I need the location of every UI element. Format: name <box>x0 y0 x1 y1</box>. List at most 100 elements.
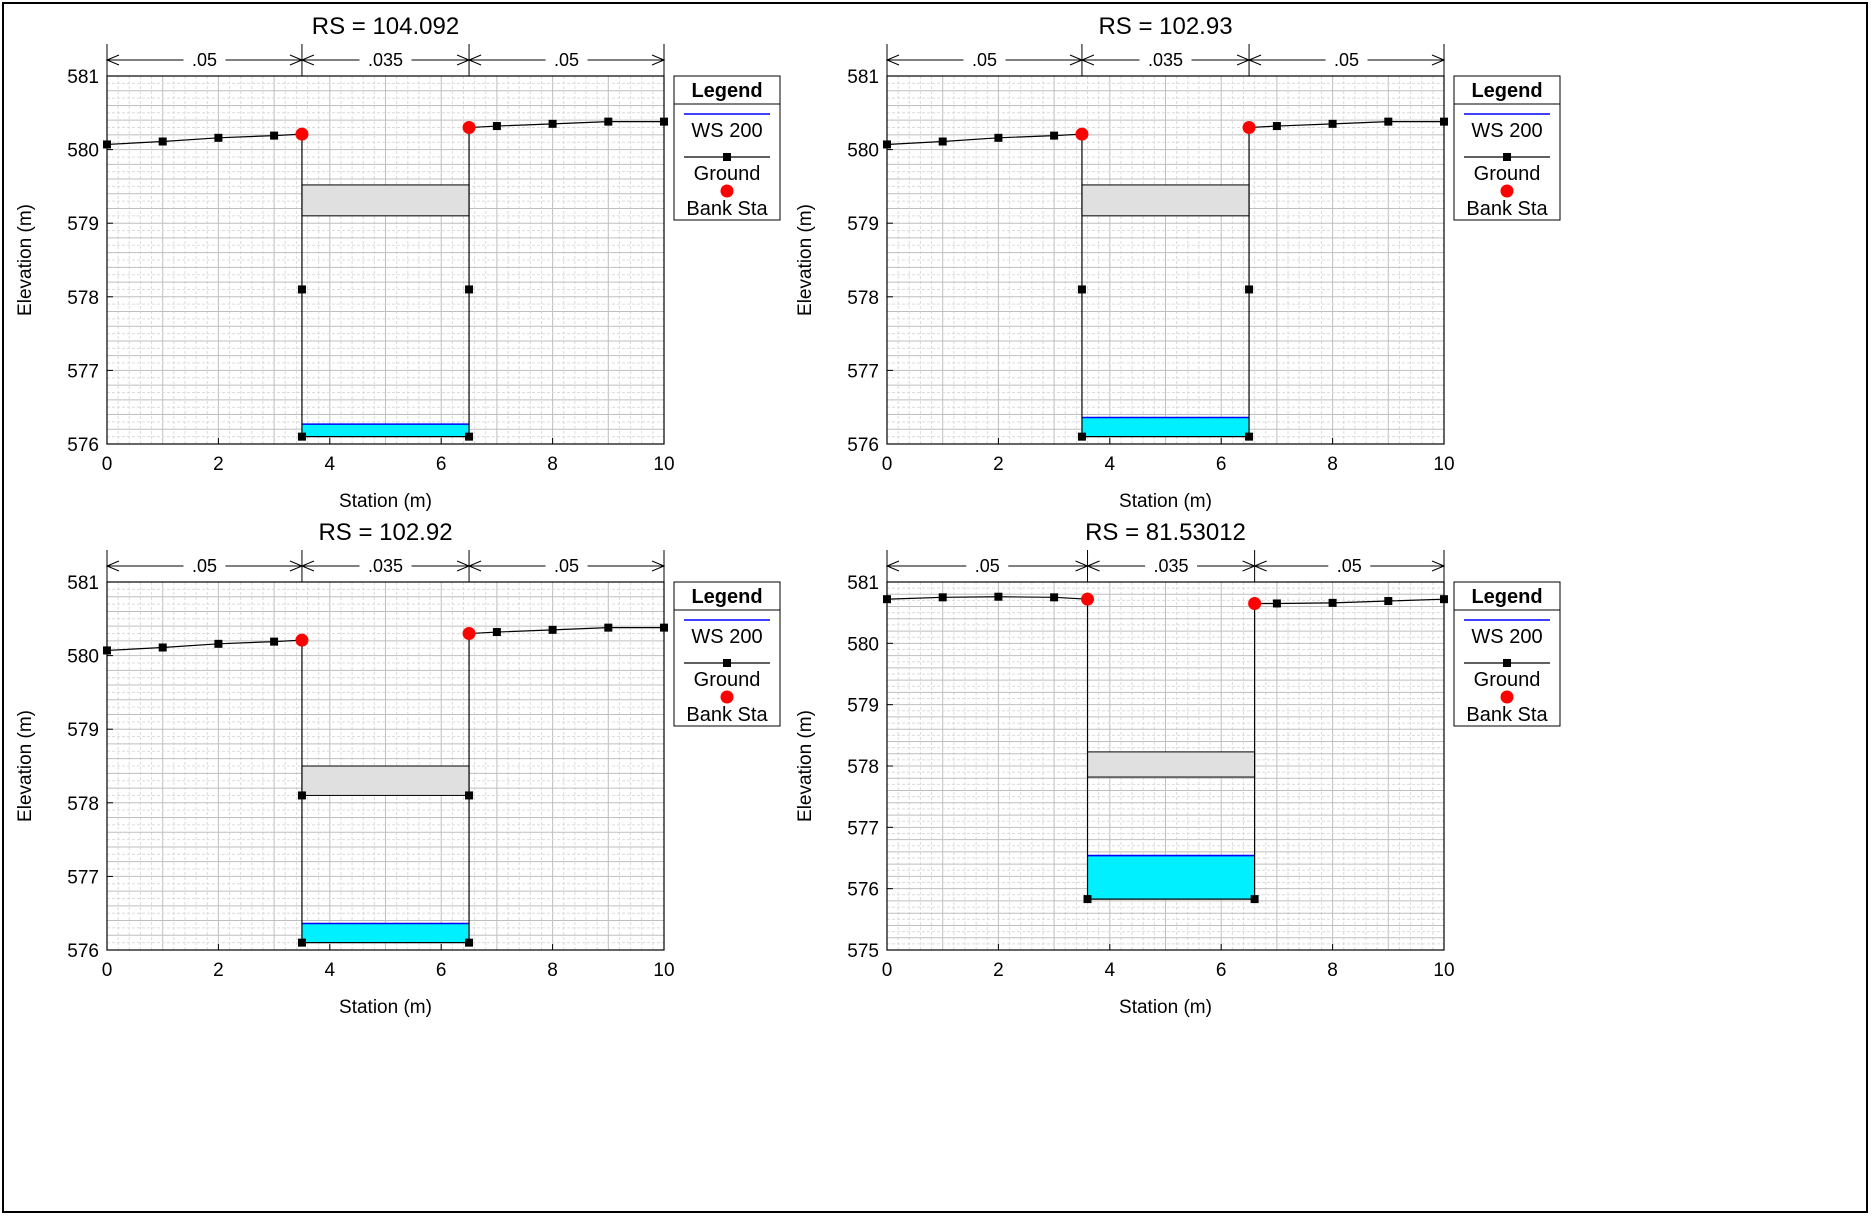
ground-point <box>548 119 557 128</box>
legend-swatch-ground-marker <box>723 153 731 161</box>
y-tick-label: 577 <box>847 818 879 839</box>
ground-point <box>1272 122 1281 131</box>
y-tick-label: 581 <box>847 573 879 594</box>
mannings-n-bar: .05 .035 .05 <box>885 44 1446 76</box>
y-tick-label: 576 <box>67 435 99 456</box>
ground-point <box>1050 593 1059 602</box>
y-axis-label: Elevation (m) <box>15 710 36 822</box>
ground-point <box>103 140 111 149</box>
plot-area <box>886 75 1445 445</box>
chart-panel-1: RS = 104.092 .05 .035 .05 0 2 4 6 8 10 576 577 578 57… <box>15 13 781 512</box>
chart-panel-3: RS = 102.92 .05 .035 .05 0 2 4 6 8 10 576 577 578 579… <box>15 519 781 1018</box>
chart-title: RS = 102.93 <box>1098 13 1232 40</box>
ground-point <box>1440 595 1448 604</box>
x-axis-label: Station (m) <box>339 997 432 1018</box>
y-tick-label: 581 <box>67 573 99 594</box>
mannings-n-label: .05 <box>1334 50 1359 70</box>
mannings-n-label: .05 <box>1337 556 1362 576</box>
x-tick-label: 10 <box>653 960 674 981</box>
mannings-n-label: .035 <box>368 50 403 70</box>
x-tick-label: 8 <box>547 960 558 981</box>
y-tick-label: 579 <box>847 214 879 235</box>
bank-station-point <box>462 627 476 641</box>
legend-title: Legend <box>1471 80 1542 102</box>
x-tick-label: 4 <box>1105 454 1116 475</box>
legend-title: Legend <box>691 80 762 102</box>
x-tick-label: 6 <box>1216 454 1227 475</box>
y-tick-label: 580 <box>847 141 879 162</box>
ground-point <box>1272 599 1281 608</box>
y-axis-label: Elevation (m) <box>795 204 816 316</box>
y-tick-label: 577 <box>67 867 99 888</box>
ground-point <box>214 133 223 142</box>
grid <box>106 581 665 951</box>
y-tick-label: 580 <box>67 647 99 668</box>
legend-swatch-bank-station <box>720 690 734 704</box>
ground-point <box>270 131 279 140</box>
ground-point <box>1077 285 1086 294</box>
x-tick-label: 8 <box>1327 960 1338 981</box>
legend-swatch-ground-marker <box>1503 659 1511 667</box>
ground-point <box>492 628 501 637</box>
y-tick-label: 578 <box>847 757 879 778</box>
y-tick-label: 579 <box>847 696 879 717</box>
x-tick-label: 0 <box>102 454 113 475</box>
mannings-n-bar: .05 .035 .05 <box>885 550 1446 582</box>
legend-title: Legend <box>1471 586 1542 608</box>
ground-point <box>297 432 306 441</box>
legend: Legend WS 200 Ground Bank Sta <box>1453 75 1561 221</box>
chart-title: RS = 81.53012 <box>1085 519 1246 546</box>
legend-title: Legend <box>691 586 762 608</box>
ground-point <box>297 938 306 947</box>
ground-point <box>1328 119 1337 128</box>
bank-station-point <box>295 127 309 141</box>
legend-swatch-bank-station <box>1500 690 1514 704</box>
legend-item-ws: WS 200 <box>691 120 762 142</box>
legend-item-ws: WS 200 <box>1471 626 1542 648</box>
ground-point <box>1245 285 1254 294</box>
y-tick-label: 578 <box>847 288 879 309</box>
ground-line <box>106 121 664 438</box>
y-tick-label: 576 <box>847 880 879 901</box>
ground-point <box>297 791 306 800</box>
x-tick-label: 4 <box>325 960 336 981</box>
y-tick-label: 579 <box>67 720 99 741</box>
ground-point <box>660 117 668 126</box>
ground-line <box>886 121 1444 438</box>
ground-point <box>1077 432 1086 441</box>
bank-station-point <box>462 121 476 135</box>
ground-point <box>1245 432 1254 441</box>
legend-item-bank-station: Bank Sta <box>1466 704 1548 726</box>
mannings-n-label: .05 <box>972 50 997 70</box>
x-tick-label: 6 <box>436 454 447 475</box>
ground-point <box>465 285 474 294</box>
x-axis-label: Station (m) <box>339 491 432 512</box>
ground-point <box>492 122 501 131</box>
ground-point <box>214 639 223 648</box>
legend: Legend WS 200 Ground Bank Sta <box>673 75 781 221</box>
ground-line <box>106 627 664 944</box>
bank-station-point <box>295 633 309 647</box>
ground-point <box>660 623 668 632</box>
mannings-n-label: .035 <box>1148 50 1183 70</box>
chart-panel-4: RS = 81.53012 .05 .035 .05 0 2 4 6 8 10 575 576 577 5… <box>795 519 1561 1018</box>
mannings-n-label: .05 <box>975 556 1000 576</box>
grid <box>106 75 665 445</box>
water-surface-fill <box>301 424 470 437</box>
ground-point <box>548 625 557 634</box>
x-tick-label: 4 <box>325 454 336 475</box>
plot-area <box>106 75 665 445</box>
mannings-n-bar: .05 .035 .05 <box>105 44 666 76</box>
ground-point <box>465 938 474 947</box>
y-tick-label: 576 <box>847 435 879 456</box>
ground-point <box>465 432 474 441</box>
ground-point <box>1083 895 1092 904</box>
legend-item-bank-station: Bank Sta <box>1466 198 1548 220</box>
legend: Legend WS 200 Ground Bank Sta <box>673 581 781 727</box>
ground-point <box>883 140 891 149</box>
ground-point <box>883 595 891 604</box>
y-tick-label: 578 <box>67 794 99 815</box>
ground-point <box>1384 597 1393 606</box>
bank-station-point <box>1242 121 1256 135</box>
